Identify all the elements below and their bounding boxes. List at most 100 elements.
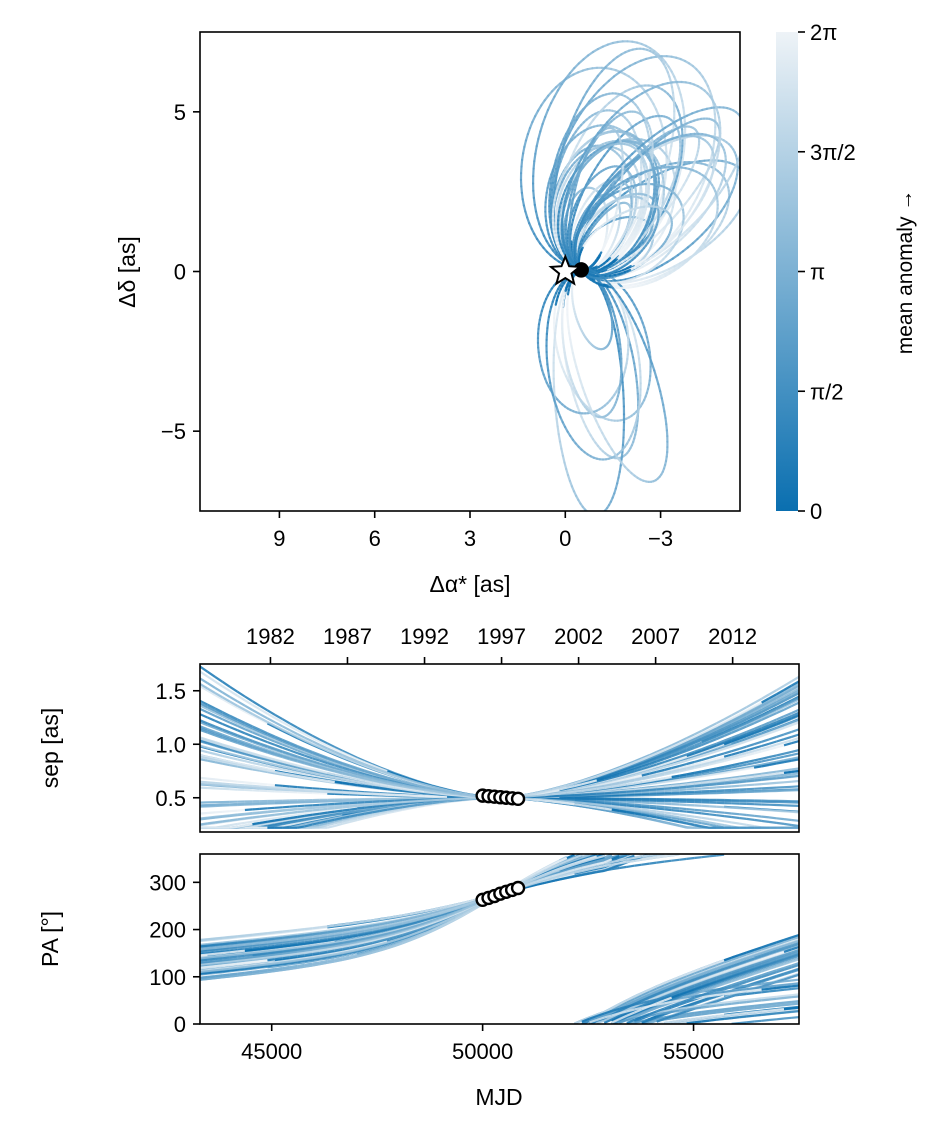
orbit-segment	[532, 196, 536, 206]
orbit-xtick-label: −3	[648, 526, 673, 551]
orbit-segment	[590, 513, 592, 514]
orbit-segment	[570, 345, 575, 355]
orbit-segment	[560, 447, 565, 457]
orbit-segment	[577, 155, 584, 165]
orbit-segment	[747, 189, 748, 193]
orbit-segment	[742, 146, 743, 151]
separation-segment	[768, 709, 777, 715]
colorbar-gradient	[776, 32, 798, 511]
star-marker	[548, 253, 583, 286]
orbit-segment	[606, 116, 614, 124]
orbit-segment	[613, 328, 618, 338]
orbit-segment	[631, 317, 637, 326]
orbit-segment	[579, 96, 585, 105]
orbit-segment	[663, 177, 667, 186]
orbit-segment	[553, 332, 557, 342]
orbit-segment	[581, 149, 588, 158]
orbit-segment	[698, 193, 705, 203]
orbit-segment	[563, 461, 568, 471]
orbit-segment	[521, 145, 526, 155]
orbit-segment	[641, 138, 650, 146]
orbit-segment	[645, 348, 651, 358]
orbit-segment	[557, 158, 562, 168]
orbit-ytick-label: −5	[161, 419, 186, 444]
orbit-segment	[598, 426, 604, 435]
orbit-segment	[606, 173, 614, 182]
orbit-segment	[620, 451, 624, 461]
orbit-segment	[582, 90, 589, 99]
colorbar: 0 π/2 π 3π/2 2π mean anomaly →	[776, 20, 917, 524]
orbit-segment	[669, 234, 677, 242]
orbit-segment	[664, 239, 672, 247]
orbit-segment	[696, 213, 704, 222]
orbit-segment	[611, 168, 619, 176]
orbit-segment	[616, 162, 624, 171]
orbit-segment	[556, 83, 563, 92]
orbit-segment	[571, 118, 578, 128]
orbit-segment	[556, 425, 560, 436]
orbit-segment	[643, 342, 649, 351]
orbit-segment	[577, 372, 582, 382]
orbit-segment	[671, 228, 678, 237]
orbit-segment	[743, 172, 745, 174]
orbit-segment	[549, 95, 556, 105]
orbit-segment	[658, 247, 667, 254]
orbit-segment	[596, 126, 604, 135]
orbit-segment	[599, 514, 601, 515]
separation-curves	[200, 665, 799, 829]
orbit-segment	[702, 187, 708, 197]
orbit-segment	[573, 358, 578, 368]
orbit-segment	[705, 202, 713, 211]
orbit-track	[566, 268, 669, 483]
orbit-segment	[695, 200, 702, 209]
orbit-segment	[553, 186, 557, 196]
separation-segment	[776, 705, 785, 712]
colorbar-tick-label: 2π	[810, 20, 837, 45]
orbit-segment	[592, 413, 598, 422]
separation-segment	[761, 713, 770, 719]
orbit-segment	[602, 79, 611, 87]
orbit-segment	[742, 119, 743, 122]
orbit-segment	[643, 214, 650, 224]
orbit-segment	[676, 172, 681, 183]
orbit-segment	[621, 436, 625, 446]
orbit-segment	[572, 168, 578, 177]
orbit-curves	[519, 40, 748, 515]
orbit-segment	[744, 125, 745, 129]
orbit-segment	[667, 152, 672, 162]
orbit-segment	[554, 160, 560, 170]
orbit-segment	[554, 318, 559, 328]
orbit-segment	[551, 174, 556, 184]
orbit-segment	[575, 102, 582, 112]
orbit-panel: 9 6 3 0 −3 5 0 −5 Δα* [as] Δδ [as]	[114, 31, 748, 597]
orbit-xtick-label: 0	[559, 526, 571, 551]
orbit-segment	[647, 134, 656, 141]
orbit-segment	[685, 224, 694, 232]
orbit-segment	[739, 207, 740, 208]
orbit-segment	[640, 335, 646, 345]
orbit-segment	[746, 192, 747, 196]
orbit-segment	[650, 362, 656, 372]
orbit-segment	[592, 89, 600, 98]
orbit-segment	[654, 248, 662, 256]
orbit-segment	[620, 157, 629, 166]
orbit-segment	[688, 203, 695, 212]
orbit-track	[560, 268, 623, 419]
colorbar-ticks: 0 π/2 π 3π/2 2π	[798, 20, 856, 524]
orbit-segment	[659, 244, 667, 252]
orbit-segment	[553, 89, 560, 98]
orbit-segment	[664, 243, 673, 250]
orbit-segment	[552, 339, 556, 349]
orbit-segment	[743, 122, 744, 125]
orbit-segment	[558, 150, 563, 161]
orbit-segment	[579, 379, 584, 389]
orbit-markers	[548, 253, 589, 286]
orbit-segment	[743, 141, 744, 146]
colorbar-tick-label: π	[810, 260, 825, 285]
orbit-xtick-label: 9	[273, 526, 285, 551]
orbit-segment	[595, 419, 601, 429]
orbit-segment	[575, 112, 582, 122]
orbit-segment	[659, 390, 663, 400]
